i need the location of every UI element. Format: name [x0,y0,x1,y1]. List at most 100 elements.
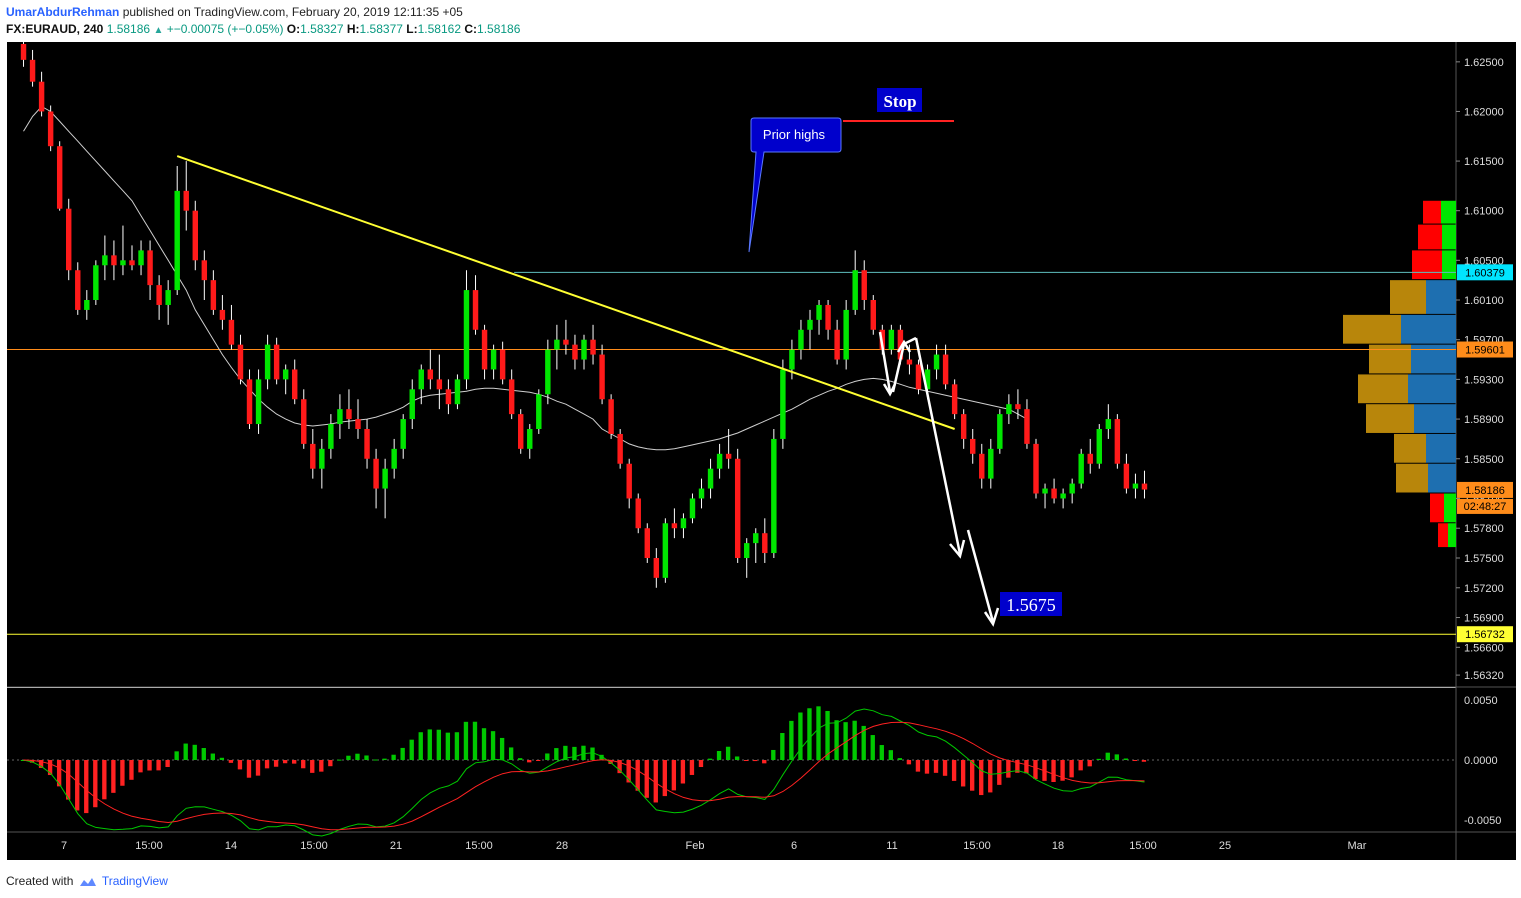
macd-histogram-bar [56,760,62,787]
candle-body [527,429,533,449]
candle-body [979,453,985,479]
candle [870,295,876,335]
macd-histogram-bar [798,712,803,760]
change-up-icon: ▲ [153,25,164,36]
macd-histogram-bar [400,747,405,760]
macd-histogram-bar [282,760,288,764]
candle-body [1123,463,1130,489]
y-tick-label: 1.58500 [1464,454,1504,466]
candle-body [1078,453,1084,484]
tradingview-link[interactable]: TradingView [101,874,168,888]
macd-histogram-bar [644,760,649,798]
macd-histogram-bar [481,728,487,760]
candle-body [1006,404,1012,415]
y-tick-label: 1.56320 [1464,670,1504,682]
macd-histogram-bar [1096,758,1101,760]
macd-histogram-bar [1114,754,1119,760]
candle [147,240,153,300]
open-label: O: [286,22,301,36]
candle-body [1015,404,1021,410]
y-tick-label: 1.62500 [1464,57,1504,69]
candle [66,198,72,281]
macd-histogram-bar [960,760,966,787]
macd-line [23,708,1145,837]
volume-profile-bar [1448,523,1456,548]
candle [581,334,587,370]
x-tick-label: 15:00 [300,840,328,852]
candle [481,324,488,380]
author-name[interactable]: UmarAbdurRehman [6,5,120,19]
candle [689,493,696,524]
change-value: +−0.00075 (+−0.05%) [166,22,284,36]
candle-body [310,443,316,469]
macd-histogram-bar [915,760,921,772]
macd-histogram-bar [490,731,496,760]
candle [662,518,669,583]
price-axis-bg [1456,42,1516,860]
chart-footer: Created with TradingView [0,862,1521,898]
candle-body [753,533,759,544]
macd-histogram-bar [1069,760,1074,778]
macd-histogram-bar [662,760,667,797]
candle [237,334,244,385]
candle [608,394,614,439]
macd-histogram-bar [689,760,695,775]
macd-histogram-bar [319,760,324,772]
candle [219,295,226,330]
candle [780,359,786,449]
macd-histogram-bar [463,721,469,760]
candle [273,337,280,385]
macd-histogram-bar [228,760,234,763]
macd-histogram-bar [653,760,658,803]
macd-histogram-bar [879,745,884,760]
candle [635,493,641,534]
candle-body [75,270,81,310]
candle [951,379,958,420]
candle-body [93,265,99,300]
x-tick-label: 28 [556,840,568,852]
last-price: 1.58186 [106,22,151,36]
candle-body [20,43,27,60]
x-tick-label: Mar [1348,840,1367,852]
candle-body [1096,429,1102,464]
macd-histogram-bar [156,760,161,771]
candle-body [626,463,632,499]
trendline [176,155,955,430]
high-value: 1.58377 [359,22,403,36]
candle-body [545,349,551,395]
macd-histogram-bar [346,755,351,760]
candle [716,443,723,479]
price-chart[interactable]: 1.62500 1.62000 1.61500 1.61000 1.60500 1.601… [0,42,1521,862]
macd-histogram-bar [445,732,451,760]
candle-body [219,309,226,320]
volume-profile-bar [1414,404,1456,433]
candle-body [147,250,153,286]
candle-body [382,468,388,489]
x-tick-label: 15:00 [135,840,163,852]
candle [1006,394,1012,425]
macd-histogram-bar [1078,760,1083,771]
macd-histogram-bar [807,708,812,760]
macd-histogram-bar [328,760,333,767]
candle-body [734,458,741,558]
candle [997,409,1003,454]
candle-body [1051,488,1057,499]
price-label-box [1457,264,1513,281]
macd-histogram-bar [1051,760,1056,782]
macd-tick-label: 0.0000 [1464,755,1498,767]
volume-profile-bar [1390,280,1426,314]
candle [698,478,705,509]
candle [1132,473,1139,499]
close-value: 1.58186 [477,22,521,36]
candle-body [942,354,949,385]
macd-histogram-bar [364,755,369,760]
arrow-head [949,539,966,559]
close-label: C: [464,22,478,36]
candle-body [1105,419,1112,429]
macd-histogram-bar [725,746,731,760]
candle [93,260,99,305]
candle-body [581,339,587,360]
candle [129,245,135,271]
candle [210,270,217,315]
symbol-label[interactable]: FX:EURAUD, 240 [6,22,104,36]
